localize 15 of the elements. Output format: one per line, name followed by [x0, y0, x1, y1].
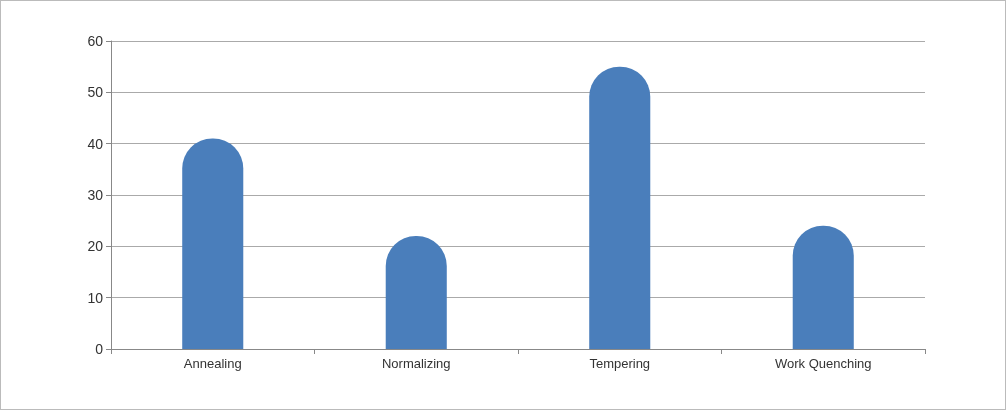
x-tick-label: Tempering [589, 356, 651, 371]
y-tick-label: 20 [87, 238, 104, 255]
y-tick-label: 30 [87, 187, 104, 203]
bar [385, 236, 447, 349]
bar [792, 225, 854, 349]
x-tick-label: Annealing [183, 356, 242, 371]
bar [182, 138, 244, 349]
bar [589, 66, 651, 349]
y-tick-label: 50 [87, 84, 104, 101]
y-tick-label: 60 [87, 33, 104, 49]
x-tick-label: Normalizing [381, 356, 451, 371]
y-tick-label: 10 [87, 289, 104, 306]
y-tick-label: 40 [87, 135, 104, 152]
y-tick-label: 0 [95, 341, 104, 357]
x-tick-label: Work Quenching [774, 356, 872, 371]
